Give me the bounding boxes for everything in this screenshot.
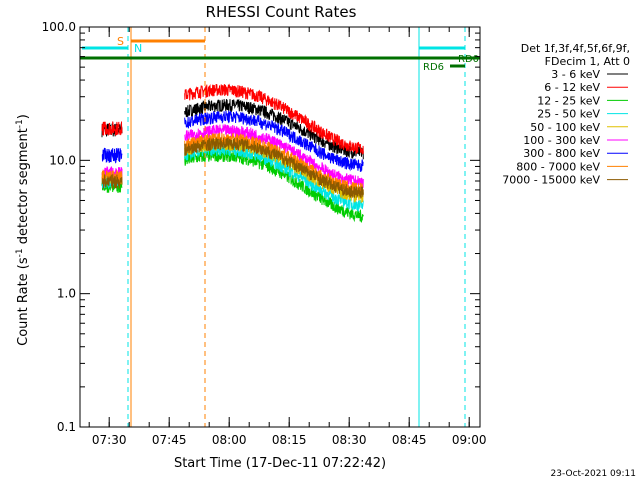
legend: Det 1f,3f,4f,5f,6f,9f,FDecim 1, Att 03 -… xyxy=(502,42,630,187)
legend-entry-label: 6 - 12 keV xyxy=(544,81,600,94)
legend-entry-label: 50 - 100 keV xyxy=(530,121,600,134)
x-axis-label: Start Time (17-Dec-11 07:22:42) xyxy=(174,456,386,471)
y-axis-label: Count Rate (s-1 detector segment-1) xyxy=(15,114,31,346)
night-label: N xyxy=(134,42,142,55)
x-tick-label: 07:30 xyxy=(92,433,127,447)
rd6-label: RD6 xyxy=(423,62,444,73)
legend-entry-label: 800 - 7000 keV xyxy=(516,160,600,173)
y-tick-label: 100.0 xyxy=(42,20,76,34)
timestamp: 23-Oct-2021 09:11 xyxy=(551,469,636,479)
x-axis: 07:30 07:45 08:00 08:15 08:30 08:45 09:00 xyxy=(88,27,487,447)
y-axis-label-end: ) xyxy=(16,114,31,119)
legend-entry-label: 25 - 50 keV xyxy=(537,108,600,121)
series-line xyxy=(101,174,123,189)
x-tick-label: 08:45 xyxy=(392,433,427,447)
plot-frame xyxy=(79,26,481,428)
legend-entry-label: 12 - 25 keV xyxy=(537,94,600,107)
saa-label: S xyxy=(117,35,124,48)
series-line xyxy=(184,110,364,172)
y-axis: 100.0 10.0 1.0 0.1 xyxy=(42,20,480,434)
x-tick-label: 09:00 xyxy=(452,433,487,447)
legend-header: Det 1f,3f,4f,5f,6f,9f, xyxy=(521,42,630,55)
chart-title: RHESSI Count Rates xyxy=(206,3,357,21)
y-tick-label: 10.0 xyxy=(49,153,76,167)
y-axis-label-sup2: -1 xyxy=(15,119,25,128)
rd0-label: RD0 xyxy=(458,54,479,65)
series-line xyxy=(184,137,364,200)
y-axis-label-mid: detector segment xyxy=(16,128,31,248)
series-line xyxy=(184,124,364,189)
series-line xyxy=(184,132,364,195)
series-line xyxy=(101,147,123,164)
legend-entry-label: 300 - 800 keV xyxy=(523,147,600,160)
series-lines xyxy=(101,83,364,223)
y-axis-label-main: Count Rate (s xyxy=(16,257,31,346)
x-tick-label: 08:15 xyxy=(272,433,307,447)
legend-entry-label: 3 - 6 keV xyxy=(551,68,600,81)
y-axis-label-sup1: -1 xyxy=(15,248,25,257)
legend-entry-label: 7000 - 15000 keV xyxy=(502,174,600,187)
y-tick-label: 1.0 xyxy=(57,287,76,301)
x-tick-label: 08:30 xyxy=(332,433,367,447)
legend-header: FDecim 1, Att 0 xyxy=(545,55,630,68)
x-tick-label: 07:45 xyxy=(152,433,187,447)
legend-entry-label: 100 - 300 keV xyxy=(523,134,600,147)
x-tick-label: 08:00 xyxy=(212,433,247,447)
annotation-overlays: SN RD6 RD0 xyxy=(80,27,480,427)
series-line xyxy=(101,121,123,136)
series-line xyxy=(184,83,364,155)
y-tick-label: 0.1 xyxy=(57,420,76,434)
